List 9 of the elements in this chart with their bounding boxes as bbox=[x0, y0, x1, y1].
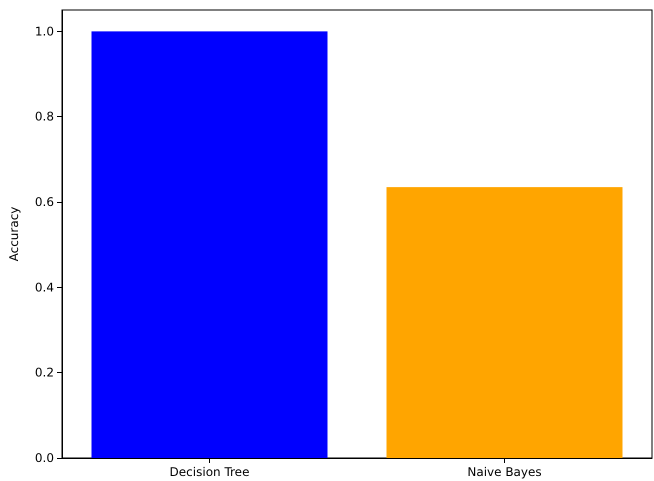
y-tick-label: 0.0 bbox=[34, 451, 54, 465]
y-tick-label: 0.8 bbox=[34, 110, 54, 124]
y-tick-label: 0.6 bbox=[34, 195, 54, 209]
y-tick-label: 0.4 bbox=[34, 280, 54, 294]
x-tick-label: Naive Bayes bbox=[467, 465, 542, 479]
y-tick-label: 1.0 bbox=[34, 24, 54, 38]
x-tick-label: Decision Tree bbox=[170, 465, 250, 479]
y-axis-title: Accuracy bbox=[7, 206, 21, 262]
y-tick-label: 0.2 bbox=[34, 366, 54, 380]
